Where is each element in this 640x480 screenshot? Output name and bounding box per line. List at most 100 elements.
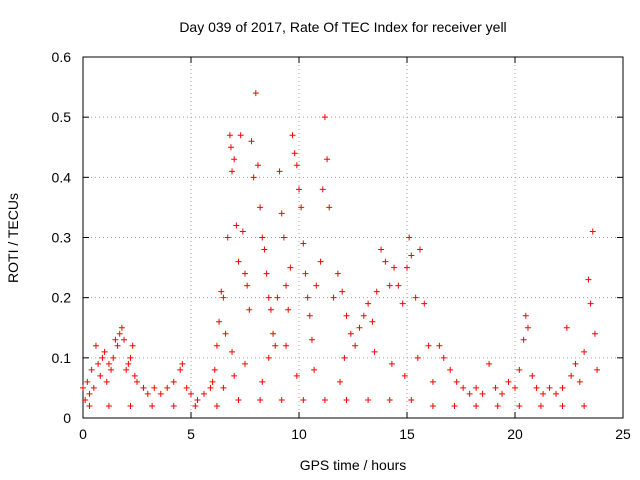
data-point — [224, 234, 231, 241]
y-tick-label: 0.4 — [52, 169, 72, 185]
data-point — [188, 390, 194, 397]
y-tick-label: 0.3 — [52, 230, 72, 246]
data-point — [231, 156, 238, 163]
data-point — [343, 312, 350, 319]
data-point — [436, 342, 443, 349]
data-point — [278, 210, 285, 217]
data-point — [522, 312, 529, 319]
data-point — [395, 282, 402, 289]
data-point — [371, 348, 378, 355]
data-point — [116, 330, 123, 337]
data-point — [300, 396, 307, 403]
data-point — [259, 234, 266, 241]
y-axis-label: ROTI / TECUs — [5, 193, 21, 283]
data-point — [520, 336, 527, 343]
data-point — [591, 330, 598, 337]
data-point — [267, 306, 274, 313]
data-point — [568, 372, 575, 379]
data-point — [280, 234, 287, 241]
x-tick-label: 15 — [399, 426, 415, 442]
data-point — [537, 402, 544, 409]
data-point — [321, 114, 328, 121]
data-point — [382, 258, 389, 265]
data-point — [265, 294, 272, 301]
x-axis-label: GPS time / hours — [300, 457, 407, 473]
data-point — [125, 360, 132, 367]
data-point — [425, 342, 432, 349]
data-point — [287, 264, 294, 271]
data-point — [134, 378, 140, 385]
data-point — [319, 186, 326, 193]
data-point — [291, 150, 298, 157]
data-point — [334, 270, 341, 277]
data-point — [127, 402, 134, 409]
data-point — [308, 336, 315, 343]
data-point — [257, 396, 264, 403]
data-point — [231, 372, 238, 379]
data-point — [248, 138, 255, 145]
data-point — [388, 360, 395, 367]
data-point — [494, 402, 501, 409]
data-point — [499, 390, 506, 397]
data-point — [103, 378, 110, 385]
data-point — [259, 378, 266, 385]
data-point — [337, 378, 344, 385]
data-point — [563, 324, 570, 331]
data-point — [86, 390, 93, 397]
data-point — [313, 282, 320, 289]
data-point — [207, 384, 214, 391]
data-point — [460, 384, 467, 391]
data-point — [272, 342, 279, 349]
data-point — [170, 402, 177, 409]
data-point — [304, 294, 311, 301]
data-point — [559, 384, 566, 391]
data-point — [151, 384, 158, 391]
data-point — [84, 378, 91, 385]
data-point — [112, 336, 119, 343]
data-point — [533, 384, 540, 391]
data-point — [149, 402, 156, 409]
data-point — [369, 318, 376, 325]
data-point — [216, 318, 223, 325]
data-point — [235, 396, 242, 403]
data-point — [246, 306, 253, 313]
data-point — [447, 366, 454, 373]
data-point — [352, 342, 359, 349]
data-point — [261, 246, 268, 253]
data-point — [250, 174, 257, 181]
data-point — [88, 366, 95, 373]
data-point — [302, 270, 309, 277]
data-point — [129, 342, 136, 349]
data-point — [559, 402, 566, 409]
data-point — [90, 384, 97, 391]
data-point — [416, 246, 423, 253]
data-point — [92, 342, 99, 349]
data-point — [326, 204, 333, 211]
data-point — [265, 354, 272, 361]
data-point — [105, 402, 112, 409]
data-point — [114, 342, 121, 349]
data-point — [347, 330, 354, 337]
data-point — [360, 312, 367, 319]
data-point — [108, 366, 115, 373]
data-point — [311, 366, 318, 373]
data-point — [451, 402, 458, 409]
data-point — [226, 132, 233, 139]
data-point — [401, 372, 408, 379]
data-point — [86, 402, 93, 409]
data-point — [365, 300, 372, 307]
data-point — [276, 168, 283, 175]
data-point — [80, 384, 86, 391]
data-point — [213, 402, 220, 409]
data-point — [220, 294, 227, 301]
data-point — [229, 348, 236, 355]
data-point — [300, 240, 307, 247]
data-point — [404, 264, 410, 271]
data-point — [242, 360, 248, 367]
data-point — [200, 390, 207, 397]
x-tick-label: 10 — [291, 426, 307, 442]
data-point — [244, 282, 251, 289]
data-point — [408, 252, 415, 259]
data-point — [101, 348, 108, 355]
y-tick-label: 0.1 — [52, 350, 72, 366]
